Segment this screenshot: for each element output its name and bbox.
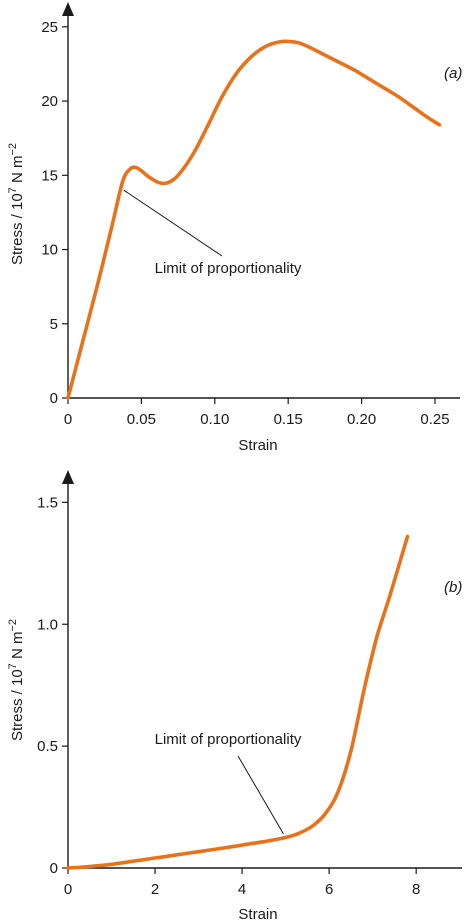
chart-b-x-tick-label: 4 — [238, 881, 246, 898]
chart-a-panel-label: (a) — [444, 65, 462, 82]
chart-a-y-tick-label: 5 — [50, 316, 58, 333]
chart-a-y-tick-label: 10 — [41, 242, 58, 259]
chart-b-x-tick-label: 6 — [325, 881, 333, 898]
chart-a-x-tick-label: 0.05 — [127, 411, 156, 428]
chart-b-ylabel-base: Stress / 10 — [9, 669, 26, 741]
chart-b-ylabel-exp2: −2 — [7, 619, 19, 632]
chart-b-ylabel-mid: N m — [9, 632, 26, 664]
chart-a-x-ticks: 0 0.05 0.10 0.15 0.20 0.25 — [64, 398, 450, 428]
chart-b-y-tick-label: 0 — [50, 860, 58, 877]
chart-b-y-tick-label: 1.5 — [37, 494, 58, 511]
chart-b: 0 2 4 6 8 0 0.5 1.0 1.5 Limit of proportionalit… — [7, 470, 462, 922]
chart-a-series-line — [66, 39, 442, 400]
chart-b-series-line — [66, 534, 410, 870]
chart-a-ylabel-exp2: −2 — [7, 143, 19, 156]
chart-b-y-arrow — [62, 470, 74, 484]
chart-a: 0 0.05 0.10 0.15 0.20 0.25 0 5 10 15 20 25 Limit o… — [7, 2, 462, 454]
chart-b-x-ticks: 0 2 4 6 8 — [64, 868, 420, 898]
chart-b-panel-label: (b) — [444, 579, 462, 596]
chart-a-ylabel-exp1: 7 — [7, 187, 19, 193]
chart-a-x-tick-label: 0.15 — [274, 411, 303, 428]
chart-a-y-tick-label: 20 — [41, 93, 58, 110]
chart-a-x-tick-label: 0.10 — [200, 411, 229, 428]
chart-a-annotation-text: Limit of proportionality — [155, 260, 302, 277]
chart-a-y-tick-label: 15 — [41, 167, 58, 184]
chart-b-annotation-text: Limit of proportionality — [155, 731, 302, 748]
chart-a-axes — [62, 2, 460, 399]
chart-b-x-tick-label: 8 — [412, 881, 420, 898]
chart-b-ylabel-exp1: 7 — [7, 663, 19, 669]
chart-a-ylabel-base: Stress / 10 — [9, 193, 26, 265]
chart-b-x-tick-label: 2 — [151, 881, 159, 898]
chart-b-y-tick-label: 1.0 — [37, 616, 58, 633]
chart-a-y-arrow — [62, 2, 74, 16]
chart-a-x-tick-label: 0.20 — [347, 411, 376, 428]
chart-b-annotation-leader — [237, 755, 284, 835]
chart-a-annotation-leader — [123, 189, 223, 257]
chart-a-x-tick-label: 0 — [64, 411, 72, 428]
chart-b-y-ticks: 0 0.5 1.0 1.5 — [37, 494, 68, 877]
chart-b-x-tick-label: 0 — [64, 881, 72, 898]
chart-a-y-ticks: 0 5 10 15 20 25 — [41, 19, 68, 407]
chart-a-y-tick-label: 25 — [41, 19, 58, 36]
chart-a-x-axis-title: Strain — [238, 437, 277, 454]
chart-a-y-tick-label: 0 — [50, 390, 58, 407]
chart-a-y-axis-title: Stress / 107 N m−2 — [7, 143, 26, 265]
chart-a-x-tick-label: 0.25 — [420, 411, 449, 428]
chart-b-axes — [62, 470, 462, 869]
chart-b-x-axis-title: Strain — [238, 906, 277, 922]
chart-b-y-tick-label: 0.5 — [37, 738, 58, 755]
chart-b-y-axis-title: Stress / 107 N m−2 — [7, 619, 26, 741]
chart-a-ylabel-mid: N m — [9, 156, 26, 188]
